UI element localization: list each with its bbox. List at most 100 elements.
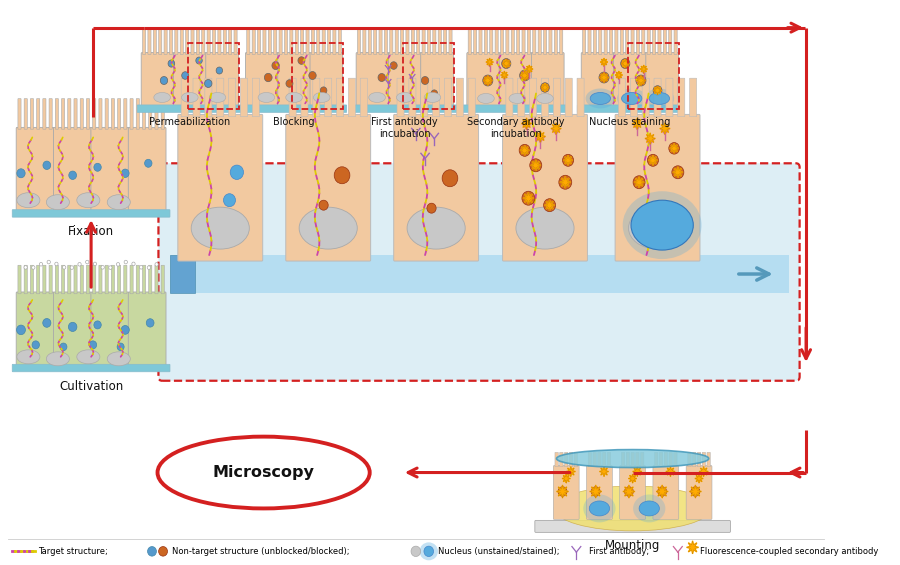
- Circle shape: [691, 486, 700, 496]
- Ellipse shape: [397, 93, 413, 102]
- FancyBboxPatch shape: [678, 78, 685, 117]
- FancyBboxPatch shape: [397, 78, 404, 117]
- Polygon shape: [615, 71, 623, 79]
- FancyBboxPatch shape: [360, 78, 367, 117]
- FancyBboxPatch shape: [142, 99, 146, 129]
- FancyBboxPatch shape: [663, 28, 666, 54]
- FancyBboxPatch shape: [654, 453, 658, 467]
- FancyBboxPatch shape: [707, 453, 710, 467]
- FancyBboxPatch shape: [456, 78, 464, 117]
- Ellipse shape: [182, 93, 198, 102]
- FancyBboxPatch shape: [80, 99, 84, 129]
- FancyBboxPatch shape: [218, 28, 221, 54]
- Polygon shape: [566, 467, 575, 476]
- FancyBboxPatch shape: [658, 28, 661, 54]
- FancyBboxPatch shape: [506, 28, 509, 54]
- Circle shape: [319, 200, 328, 210]
- FancyBboxPatch shape: [603, 453, 606, 467]
- Ellipse shape: [313, 93, 330, 102]
- Polygon shape: [520, 71, 529, 80]
- Polygon shape: [648, 155, 658, 166]
- FancyBboxPatch shape: [642, 28, 645, 54]
- FancyBboxPatch shape: [529, 78, 536, 117]
- FancyBboxPatch shape: [433, 78, 440, 117]
- FancyBboxPatch shape: [400, 28, 403, 54]
- Circle shape: [671, 166, 684, 179]
- Circle shape: [658, 486, 667, 496]
- Ellipse shape: [649, 93, 670, 105]
- FancyBboxPatch shape: [363, 28, 366, 54]
- Circle shape: [204, 80, 212, 88]
- FancyBboxPatch shape: [80, 265, 84, 294]
- Text: First antibody;: First antibody;: [590, 547, 650, 556]
- FancyBboxPatch shape: [589, 453, 591, 467]
- FancyBboxPatch shape: [178, 115, 263, 261]
- Text: Cultivation: Cultivation: [59, 380, 123, 393]
- FancyBboxPatch shape: [229, 78, 236, 117]
- FancyBboxPatch shape: [626, 28, 629, 54]
- Polygon shape: [633, 467, 642, 476]
- FancyBboxPatch shape: [252, 78, 259, 117]
- FancyBboxPatch shape: [279, 28, 283, 54]
- Polygon shape: [590, 485, 602, 498]
- FancyBboxPatch shape: [390, 28, 393, 54]
- Ellipse shape: [17, 193, 40, 208]
- FancyBboxPatch shape: [420, 53, 454, 106]
- FancyBboxPatch shape: [535, 520, 731, 532]
- FancyBboxPatch shape: [148, 265, 152, 294]
- FancyBboxPatch shape: [142, 265, 146, 294]
- FancyBboxPatch shape: [654, 78, 662, 117]
- Circle shape: [62, 266, 66, 269]
- FancyBboxPatch shape: [669, 28, 671, 54]
- FancyBboxPatch shape: [698, 453, 701, 467]
- Circle shape: [442, 170, 458, 187]
- Ellipse shape: [209, 93, 226, 102]
- Circle shape: [17, 169, 25, 178]
- Text: Nucleus staining: Nucleus staining: [590, 118, 670, 127]
- Circle shape: [131, 262, 135, 266]
- Ellipse shape: [586, 89, 615, 108]
- Ellipse shape: [639, 501, 660, 516]
- Ellipse shape: [623, 191, 702, 259]
- FancyBboxPatch shape: [646, 53, 679, 106]
- Circle shape: [298, 56, 305, 64]
- FancyBboxPatch shape: [542, 78, 548, 117]
- Ellipse shape: [617, 89, 646, 108]
- Ellipse shape: [536, 93, 554, 103]
- Circle shape: [148, 546, 157, 556]
- Circle shape: [669, 142, 680, 154]
- FancyBboxPatch shape: [368, 28, 372, 54]
- Polygon shape: [551, 123, 562, 134]
- Circle shape: [117, 343, 124, 351]
- FancyBboxPatch shape: [577, 78, 584, 117]
- FancyBboxPatch shape: [409, 78, 416, 117]
- FancyBboxPatch shape: [438, 28, 441, 54]
- FancyBboxPatch shape: [502, 115, 588, 261]
- Circle shape: [116, 263, 120, 266]
- FancyBboxPatch shape: [137, 105, 242, 112]
- FancyBboxPatch shape: [99, 265, 102, 294]
- FancyBboxPatch shape: [433, 28, 436, 54]
- Circle shape: [160, 76, 167, 85]
- FancyBboxPatch shape: [652, 28, 656, 54]
- Circle shape: [43, 319, 51, 327]
- FancyBboxPatch shape: [356, 53, 389, 106]
- Circle shape: [421, 76, 428, 85]
- FancyBboxPatch shape: [86, 265, 90, 294]
- FancyBboxPatch shape: [263, 28, 266, 54]
- FancyBboxPatch shape: [196, 28, 200, 54]
- Circle shape: [636, 75, 646, 86]
- Ellipse shape: [286, 93, 302, 102]
- FancyBboxPatch shape: [136, 265, 140, 294]
- FancyBboxPatch shape: [234, 28, 237, 54]
- Polygon shape: [536, 131, 545, 142]
- Polygon shape: [632, 118, 643, 129]
- FancyBboxPatch shape: [169, 28, 173, 54]
- Polygon shape: [672, 167, 683, 178]
- Ellipse shape: [299, 207, 357, 249]
- Circle shape: [544, 199, 555, 212]
- FancyBboxPatch shape: [16, 292, 54, 366]
- FancyBboxPatch shape: [93, 99, 95, 129]
- FancyBboxPatch shape: [306, 28, 309, 54]
- FancyBboxPatch shape: [636, 28, 640, 54]
